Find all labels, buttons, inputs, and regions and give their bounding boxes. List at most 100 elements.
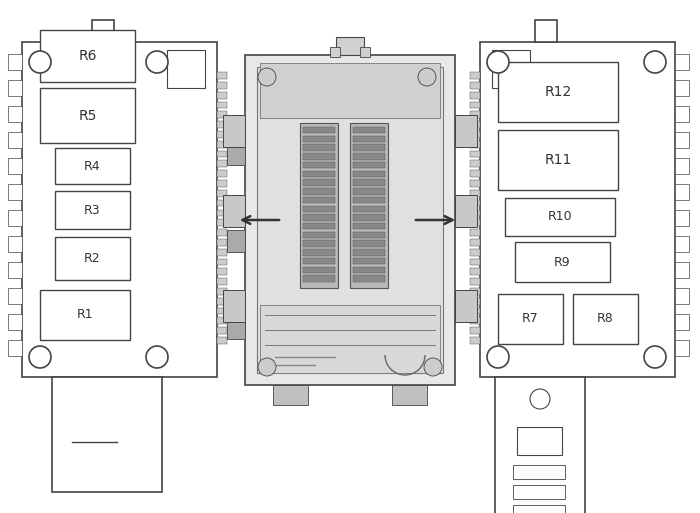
Bar	[470, 249, 480, 255]
Bar	[217, 259, 227, 265]
Bar	[470, 288, 480, 295]
Bar	[675, 157, 689, 173]
Bar	[217, 131, 227, 138]
Bar	[300, 123, 338, 288]
Bar	[470, 318, 480, 324]
Circle shape	[258, 358, 276, 376]
Circle shape	[418, 68, 436, 86]
Bar	[260, 63, 440, 118]
Bar	[217, 298, 227, 305]
Bar	[223, 115, 245, 147]
Circle shape	[146, 51, 168, 73]
Text: R3: R3	[84, 204, 101, 216]
Bar	[498, 62, 618, 122]
Bar	[30, 54, 190, 365]
Bar	[470, 337, 480, 344]
Bar	[303, 214, 335, 221]
Bar	[470, 327, 480, 334]
Bar	[217, 337, 227, 344]
Bar	[52, 377, 162, 492]
Bar	[8, 80, 22, 95]
Bar	[675, 235, 689, 251]
Bar	[303, 206, 335, 212]
Bar	[353, 232, 385, 238]
Bar	[217, 318, 227, 324]
Bar	[353, 171, 385, 177]
Bar	[498, 130, 618, 190]
Bar	[353, 275, 385, 282]
Bar	[303, 162, 335, 168]
Bar	[303, 275, 335, 282]
Bar	[353, 249, 385, 255]
Bar	[353, 241, 385, 247]
Bar	[217, 209, 227, 216]
Bar	[55, 237, 130, 280]
Bar	[470, 259, 480, 265]
Bar	[498, 294, 563, 344]
Bar	[675, 262, 689, 278]
Bar	[675, 313, 689, 329]
Bar	[507, 54, 667, 365]
Bar	[8, 340, 22, 356]
Bar	[303, 171, 335, 177]
Text: R4: R4	[84, 160, 101, 172]
Bar	[675, 209, 689, 226]
Bar	[217, 121, 227, 128]
Bar	[303, 241, 335, 247]
Bar	[470, 298, 480, 305]
Bar	[273, 385, 308, 405]
Bar	[92, 20, 114, 42]
Bar	[470, 170, 480, 177]
Bar	[217, 141, 227, 148]
Bar	[470, 131, 480, 138]
Text: R1: R1	[77, 308, 93, 322]
Bar	[217, 239, 227, 246]
Bar	[353, 197, 385, 203]
Bar	[353, 145, 385, 151]
Bar	[336, 37, 364, 55]
Bar	[675, 340, 689, 356]
Bar	[455, 290, 477, 322]
Text: R10: R10	[547, 210, 573, 224]
Bar	[513, 485, 565, 499]
Bar	[227, 143, 245, 165]
Bar	[217, 249, 227, 255]
Bar	[470, 72, 480, 79]
Bar	[217, 151, 227, 157]
Bar	[350, 123, 388, 288]
Circle shape	[258, 68, 276, 86]
Circle shape	[487, 346, 509, 368]
Bar	[257, 67, 443, 373]
Bar	[675, 131, 689, 148]
Bar	[470, 239, 480, 246]
Bar	[470, 121, 480, 128]
Bar	[8, 53, 22, 69]
Bar	[8, 157, 22, 173]
Bar	[303, 145, 335, 151]
Bar	[492, 50, 530, 88]
Bar	[8, 287, 22, 304]
Bar	[303, 223, 335, 229]
Text: R7: R7	[522, 312, 539, 326]
Bar	[470, 200, 480, 206]
Bar	[217, 82, 227, 89]
Bar	[8, 313, 22, 329]
Circle shape	[424, 358, 442, 376]
Bar	[675, 80, 689, 95]
Bar	[470, 209, 480, 216]
Bar	[40, 290, 130, 340]
Bar	[55, 148, 130, 184]
Bar	[535, 20, 557, 42]
Bar	[227, 230, 245, 252]
Bar	[353, 162, 385, 168]
Bar	[303, 127, 335, 133]
Bar	[470, 268, 480, 275]
Bar	[455, 195, 477, 227]
Bar	[303, 136, 335, 142]
Bar	[392, 385, 427, 405]
Bar	[353, 267, 385, 273]
Bar	[217, 190, 227, 196]
Bar	[513, 465, 565, 479]
Bar	[505, 198, 615, 236]
Bar	[470, 141, 480, 148]
